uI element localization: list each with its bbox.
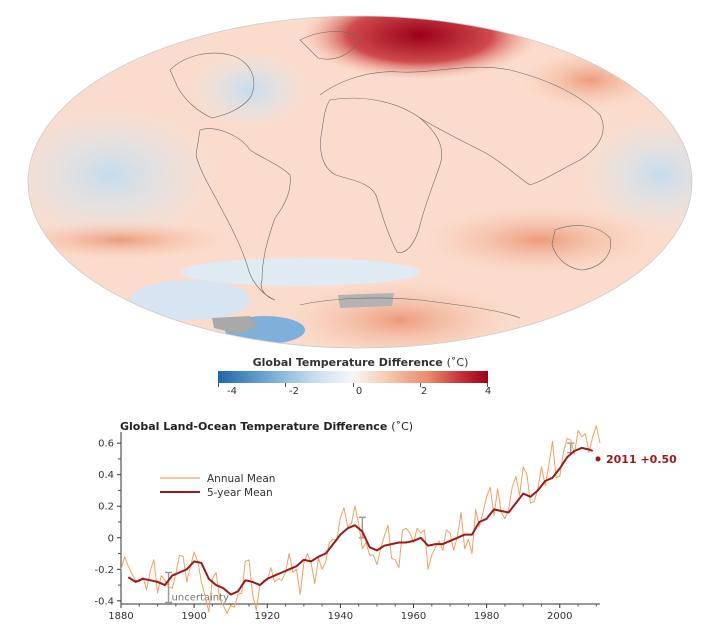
colorbar-tick [420, 383, 421, 387]
x-tick-label: 1920 [255, 611, 280, 622]
colorbar-tick [218, 383, 219, 387]
chart-series [120, 425, 601, 614]
chart-axes: -0.4 -0.2 0 0.2 0.4 0.6 1880 1900 1920 1940 1960 19… [94, 432, 600, 622]
temperature-colorbar [218, 371, 488, 383]
colorbar-title: Global Temperature Difference (˚C) [0, 356, 721, 369]
uncertainty-bars: uncertainty [165, 442, 575, 603]
y-tick-label: 0 [108, 533, 114, 544]
legend-label-5yr: 5-year Mean [207, 487, 273, 499]
x-tick-label: 2000 [547, 611, 572, 622]
colorbar-label: 2 [420, 386, 428, 397]
y-tick-label: -0.2 [94, 565, 114, 576]
annual-mean-line [120, 425, 601, 614]
globe-outline [27, 15, 693, 349]
x-tick-label: 1980 [474, 611, 499, 622]
x-tick-label: 1940 [328, 611, 353, 622]
colorbar-label: 0 [355, 386, 363, 397]
uncertainty-label: uncertainty [172, 592, 230, 603]
legend-label-annual: Annual Mean [207, 473, 275, 485]
map-fill [28, 16, 692, 348]
colorbar-tick [487, 383, 488, 387]
y-tick-label: 0.6 [98, 439, 114, 450]
annotation-dot [595, 456, 601, 462]
colorbar-tick [285, 383, 286, 387]
colorbar-title-text: Global Temperature Difference [252, 356, 443, 369]
coastlines [169, 31, 611, 319]
latest-value-annotation: 2011 +0.50 [595, 453, 677, 466]
annotation-label: 2011 +0.50 [606, 453, 677, 466]
colorbar-label: 4 [484, 386, 492, 397]
temperature-anomaly-map [27, 15, 693, 349]
colorbar-tick [353, 383, 354, 387]
x-tick-label: 1900 [181, 611, 206, 622]
colorbar-unit: (˚C) [446, 356, 469, 369]
x-tick-label: 1960 [401, 611, 426, 622]
chart-legend: Annual Mean 5-year Mean [160, 473, 275, 499]
colorbar-label: -4 [227, 386, 237, 397]
global-temperature-map [27, 15, 693, 349]
y-tick-label: 0.4 [98, 470, 114, 481]
x-tick-label: 1880 [108, 611, 133, 622]
y-tick-label: 0.2 [98, 502, 114, 513]
chart-title: Global Land-Ocean Temperature Difference… [120, 420, 413, 433]
temperature-line-chart: Global Land-Ocean Temperature Difference… [94, 420, 677, 622]
y-tick-label: -0.4 [94, 596, 114, 607]
colorbar-label: -2 [289, 386, 299, 397]
five-year-mean-line [127, 446, 594, 596]
